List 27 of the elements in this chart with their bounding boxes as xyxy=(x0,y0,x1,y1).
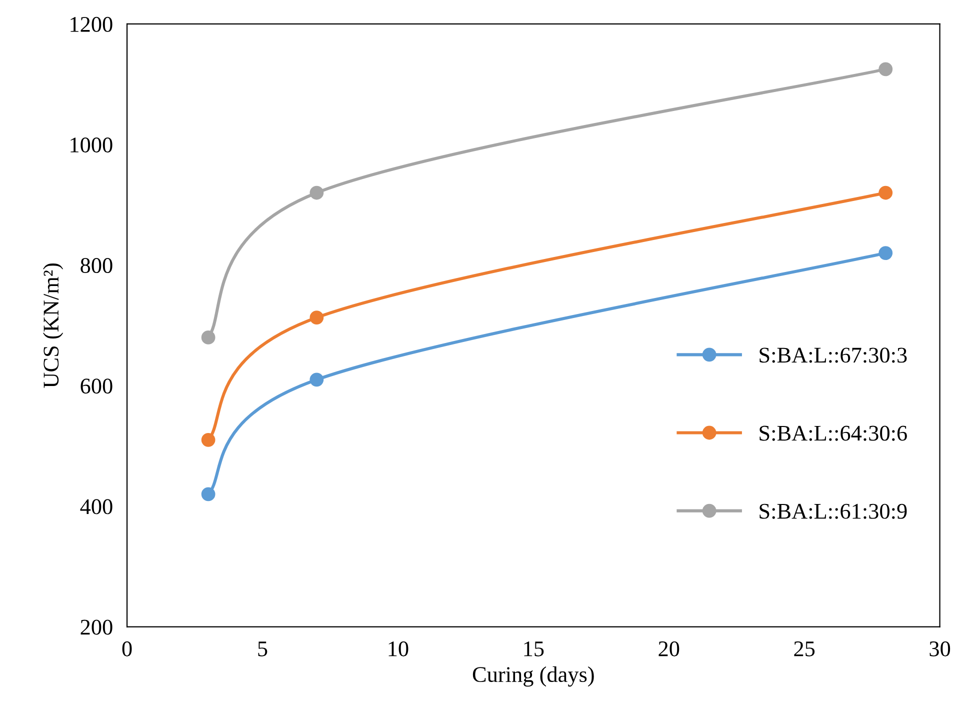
point xyxy=(201,330,216,344)
y-tick-label: 1200 xyxy=(70,16,112,32)
point xyxy=(201,487,216,502)
legend-label: S:BA:L::64:30:6 xyxy=(760,426,907,441)
x-tick-label: 10 xyxy=(388,641,408,656)
legend-label: S:BA:L::61:30:9 xyxy=(760,504,907,519)
y-tick-label: 200 xyxy=(80,620,112,635)
legend-label: S:BA:L::67:30:3 xyxy=(760,348,907,363)
point xyxy=(878,62,893,76)
point xyxy=(310,186,324,200)
y-tick-label: 1000 xyxy=(70,137,112,152)
point xyxy=(878,246,893,260)
y-tick-label: 600 xyxy=(80,378,112,394)
x-tick-label: 25 xyxy=(794,641,815,656)
y-tick-label: 400 xyxy=(80,499,112,514)
x-tick-label: 5 xyxy=(258,642,268,656)
y-tick-label: 800 xyxy=(80,258,112,274)
point xyxy=(310,372,324,387)
x-tick-label: 20 xyxy=(658,641,680,656)
point xyxy=(201,432,216,447)
point xyxy=(878,186,893,200)
y-axis-title: UCS (KN/m²) xyxy=(42,263,64,388)
x-tick-label: 30 xyxy=(930,641,950,656)
point xyxy=(310,310,324,325)
x-axis-title: Curing (days) xyxy=(472,666,594,687)
x-tick-label: 0 xyxy=(122,641,132,656)
x-tick-label: 15 xyxy=(524,641,544,656)
